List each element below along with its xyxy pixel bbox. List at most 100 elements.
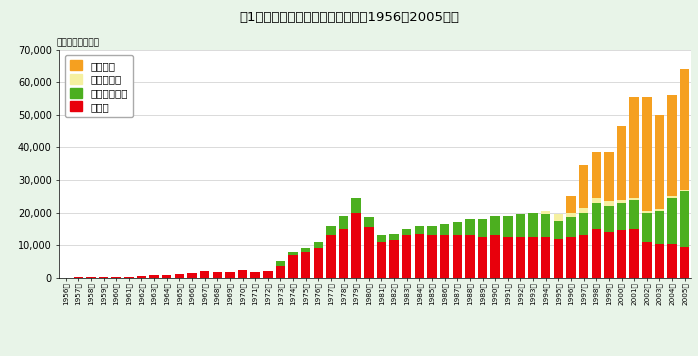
Bar xyxy=(478,237,487,278)
Bar xyxy=(541,237,551,278)
Bar xyxy=(225,272,235,278)
Bar xyxy=(604,232,614,278)
Bar xyxy=(263,271,272,278)
Bar xyxy=(465,219,475,235)
Bar xyxy=(591,203,601,229)
Bar xyxy=(642,242,651,278)
Bar xyxy=(667,196,677,198)
Legend: 野菜果実, キャロット, 野菜ミックス, トマト: 野菜果実, キャロット, 野菜ミックス, トマト xyxy=(64,55,133,117)
Bar xyxy=(516,237,525,278)
Bar xyxy=(427,226,437,235)
Bar xyxy=(149,275,159,278)
Bar xyxy=(415,234,424,278)
Bar xyxy=(162,275,172,278)
Bar xyxy=(452,235,462,278)
Bar xyxy=(415,226,424,234)
Bar xyxy=(402,235,412,278)
Bar xyxy=(604,206,614,232)
Bar xyxy=(352,213,361,278)
Bar xyxy=(112,277,121,278)
Bar xyxy=(680,69,690,190)
Bar xyxy=(642,213,651,242)
Bar xyxy=(389,234,399,240)
Bar xyxy=(604,201,614,206)
Bar xyxy=(452,222,462,235)
Bar xyxy=(364,218,373,227)
Bar xyxy=(339,229,348,278)
Bar xyxy=(617,230,626,278)
Bar xyxy=(680,192,690,247)
Bar xyxy=(137,276,146,278)
Bar xyxy=(541,211,551,214)
Bar xyxy=(642,211,651,213)
Bar xyxy=(276,266,285,278)
Bar xyxy=(630,229,639,278)
Bar xyxy=(212,272,222,278)
Bar xyxy=(377,242,386,278)
Bar xyxy=(591,229,601,278)
Bar xyxy=(377,235,386,242)
Bar xyxy=(326,235,336,278)
Bar xyxy=(566,196,576,213)
Bar xyxy=(579,213,588,235)
Bar xyxy=(604,152,614,201)
Bar xyxy=(554,221,563,239)
Bar xyxy=(364,227,373,278)
Bar xyxy=(124,277,133,278)
Bar xyxy=(617,203,626,230)
Bar xyxy=(402,229,412,235)
Bar xyxy=(238,269,247,278)
Bar xyxy=(667,198,677,244)
Bar xyxy=(566,218,576,237)
Bar xyxy=(440,224,450,235)
Bar xyxy=(680,190,690,192)
Text: （単位　百万円）: （単位 百万円） xyxy=(56,38,99,48)
Bar xyxy=(528,237,538,278)
Bar xyxy=(516,214,525,237)
Bar xyxy=(591,198,601,203)
Bar xyxy=(655,209,664,211)
Bar xyxy=(99,277,108,278)
Bar xyxy=(288,255,298,278)
Bar xyxy=(579,208,588,213)
Bar xyxy=(667,244,677,278)
Bar xyxy=(200,271,209,278)
Bar xyxy=(187,273,197,278)
Bar xyxy=(591,152,601,198)
Bar xyxy=(680,247,690,278)
Bar xyxy=(389,240,399,278)
Bar xyxy=(313,248,323,278)
Bar xyxy=(655,211,664,244)
Bar xyxy=(566,237,576,278)
Bar xyxy=(352,198,361,213)
Bar xyxy=(566,213,576,218)
Bar xyxy=(541,214,551,237)
Bar xyxy=(655,115,664,209)
Bar xyxy=(528,213,538,237)
Bar xyxy=(288,252,298,255)
Bar xyxy=(174,274,184,278)
Bar xyxy=(579,166,588,208)
Bar xyxy=(313,242,323,248)
Bar xyxy=(427,235,437,278)
Text: 図1　カゴメの野菜飲料売上推移（1956－2005年）: 図1 カゴメの野菜飲料売上推移（1956－2005年） xyxy=(239,11,459,24)
Bar xyxy=(554,214,563,221)
Bar xyxy=(617,126,626,200)
Bar xyxy=(301,252,311,278)
Bar xyxy=(440,235,450,278)
Bar xyxy=(491,235,500,278)
Bar xyxy=(579,235,588,278)
Bar xyxy=(630,200,639,229)
Bar xyxy=(465,235,475,278)
Bar xyxy=(617,200,626,203)
Bar xyxy=(630,198,639,200)
Bar xyxy=(503,216,512,237)
Bar xyxy=(339,216,348,229)
Bar xyxy=(667,95,677,196)
Bar xyxy=(251,272,260,278)
Bar xyxy=(491,216,500,235)
Bar xyxy=(326,226,336,235)
Bar xyxy=(642,97,651,211)
Bar xyxy=(301,248,311,252)
Bar xyxy=(554,239,563,278)
